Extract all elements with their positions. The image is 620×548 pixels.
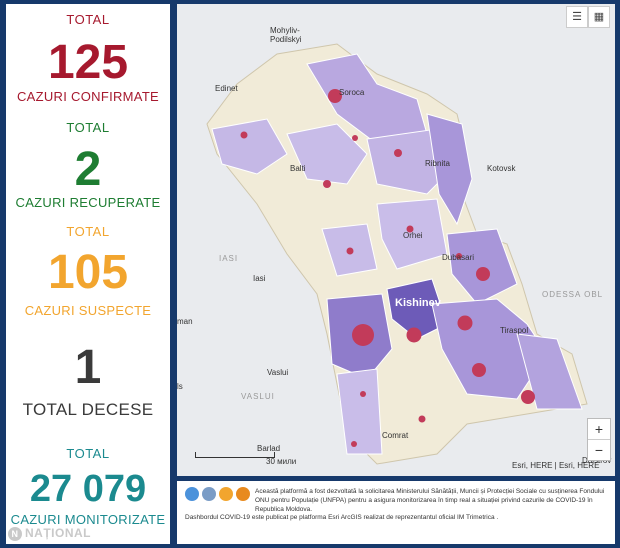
- district-southeast[interactable]: [516, 333, 583, 410]
- place-kotovsk: Kotovsk: [487, 164, 516, 173]
- case-marker[interactable]: [476, 267, 490, 281]
- region-vaslui: VASLUI: [241, 392, 275, 401]
- watermark-text: NAȚIONAL: [25, 526, 91, 540]
- district-northwest[interactable]: [211, 118, 288, 175]
- info-panel: Această platformă a fost dezvoltată la s…: [177, 481, 615, 544]
- national-watermark: N NAȚIONAL: [8, 526, 91, 541]
- district-orhei[interactable]: [376, 198, 448, 270]
- place-barlad: Barlad: [257, 444, 281, 453]
- info-publisher: Dashbordul COVID-19 este publicat pe pla…: [185, 514, 499, 521]
- qr-button[interactable]: ▦: [588, 6, 610, 28]
- district-soroca[interactable]: [306, 53, 428, 145]
- district-balti-east[interactable]: [286, 123, 368, 185]
- district-chisinau[interactable]: [386, 278, 448, 340]
- scale-label: 30 мили: [266, 457, 297, 466]
- case-marker[interactable]: [472, 363, 486, 377]
- zoom-in-button[interactable]: +: [594, 421, 604, 437]
- stats-panel: TOTAL 125 CAZURI CONFIRMATE TOTAL 2 CAZU…: [6, 4, 170, 544]
- case-marker[interactable]: [406, 327, 422, 343]
- case-marker[interactable]: [521, 390, 535, 404]
- place-dubasari: Dubasari: [442, 253, 475, 262]
- place-iasi: Iasi: [253, 274, 266, 283]
- case-marker[interactable]: [352, 135, 358, 141]
- district-dubasari[interactable]: [446, 228, 518, 305]
- case-marker[interactable]: [418, 415, 426, 423]
- case-marker[interactable]: [240, 131, 248, 139]
- monitored-caption: CAZURI MONITORIZATE: [10, 512, 166, 527]
- partner-logos: [185, 487, 250, 501]
- suspected-count: 105: [47, 246, 129, 299]
- qr-icon: ▦: [593, 11, 605, 23]
- place-man: man: [177, 317, 193, 326]
- monitored-count: 27 079: [29, 468, 147, 510]
- unfpa-logo-icon: [219, 487, 233, 501]
- confirmed-caption: CAZURI CONFIRMATE: [16, 89, 160, 104]
- place-kishinev: Kishinev: [395, 297, 441, 309]
- place-vaslui: Vaslui: [267, 368, 289, 377]
- place-soroca: Soroca: [339, 88, 365, 97]
- region-odessa: ODESSA OBL: [542, 290, 604, 299]
- moldova-logo-icon: [202, 487, 216, 501]
- place-mohyliv: Mohyliv- Podilskyi: [270, 26, 302, 44]
- place-ls: ls: [177, 382, 183, 391]
- place-tiraspol: Tiraspol: [500, 326, 529, 335]
- case-marker[interactable]: [346, 247, 354, 255]
- map-canvas: [206, 43, 588, 465]
- info-description: Această platformă a fost dezvoltată la s…: [255, 488, 605, 513]
- case-marker[interactable]: [351, 441, 357, 447]
- district-south[interactable]: [336, 368, 383, 455]
- monitored-total-label: TOTAL: [66, 446, 110, 461]
- scale-bar: [195, 452, 275, 458]
- place-balti: Balti: [290, 164, 306, 173]
- recovered-count: 2: [74, 143, 102, 196]
- case-marker[interactable]: [323, 180, 331, 188]
- unfpa-text-logo-icon: [236, 487, 250, 501]
- case-marker[interactable]: [457, 315, 473, 331]
- case-marker[interactable]: [328, 89, 342, 103]
- place-orhei: Orhei: [403, 231, 423, 240]
- region-iasi: IASI: [219, 254, 239, 263]
- recovered-total-label: TOTAL: [66, 120, 110, 135]
- legend-button[interactable]: ☰: [566, 6, 588, 28]
- case-marker[interactable]: [360, 391, 366, 397]
- list-icon: ☰: [572, 11, 582, 23]
- case-marker[interactable]: [352, 324, 374, 346]
- zoom-out-button[interactable]: −: [588, 439, 610, 460]
- confirmed-total-label: TOTAL: [66, 12, 110, 27]
- place-edinet: Edinet: [215, 84, 238, 93]
- suspected-total-label: TOTAL: [66, 224, 110, 239]
- suspected-caption: CAZURI SUSPECTE: [24, 303, 152, 318]
- map-attribution: Esri, HERE | Esri, HERE: [512, 461, 600, 470]
- place-comrat: Comrat: [382, 431, 409, 440]
- deaths-count: 1: [74, 341, 102, 394]
- deaths-caption: TOTAL DECESE: [22, 400, 154, 419]
- case-marker[interactable]: [456, 253, 462, 259]
- district-ribnita[interactable]: [426, 113, 473, 226]
- zoom-control: + −: [587, 418, 611, 461]
- map-view[interactable]: Mohyliv- Podilskyi Edinet Soroca Balti R…: [177, 4, 615, 476]
- national-logo-icon: N: [8, 526, 22, 541]
- recovered-caption: CAZURI RECUPERATE: [15, 195, 161, 210]
- case-marker[interactable]: [406, 225, 414, 233]
- confirmed-count: 125: [47, 36, 129, 89]
- case-marker[interactable]: [394, 149, 402, 157]
- un-logo-icon: [185, 487, 199, 501]
- place-ribnita: Ribnita: [425, 159, 450, 168]
